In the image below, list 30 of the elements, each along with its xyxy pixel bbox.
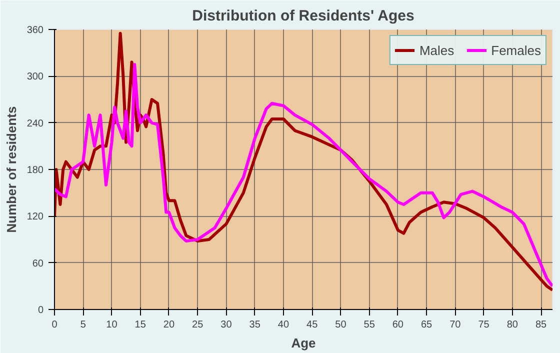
x-tick-label: 0	[52, 320, 58, 330]
x-tick-label: 15	[134, 320, 146, 330]
x-tick-label: 40	[278, 320, 290, 330]
x-tick-label: 20	[163, 320, 175, 330]
x-tick-label: 25	[192, 320, 204, 330]
y-tick-label: 180	[26, 165, 44, 176]
chart-title: Distribution of Residents' Ages	[192, 8, 414, 24]
x-tick-label: 30	[220, 320, 232, 330]
x-tick-label: 55	[364, 320, 376, 330]
y-tick-label: 360	[26, 25, 44, 36]
x-tick-label: 5	[80, 320, 86, 330]
y-tick-label: 300	[26, 72, 44, 83]
y-tick-label: 240	[26, 118, 44, 130]
x-tick-label: 50	[335, 320, 347, 330]
legend-label: Females	[491, 42, 541, 58]
y-tick-label: 120	[26, 212, 44, 223]
x-tick-label: 85	[535, 320, 548, 330]
legend-label: Males	[419, 42, 454, 58]
y-axis-title: Number of residents	[4, 106, 19, 233]
x-tick-label: 65	[421, 320, 433, 330]
x-tick-label: 75	[478, 320, 490, 330]
y-tick-label: 0	[38, 305, 44, 316]
x-axis-title: Age	[291, 336, 316, 350]
x-tick-label: 70	[450, 320, 462, 330]
x-tick-label: 35	[249, 320, 261, 330]
x-tick-label: 45	[306, 320, 318, 330]
x-tick-label: 60	[392, 320, 404, 330]
x-tick-label: 10	[106, 320, 118, 330]
y-tick-label: 60	[32, 258, 44, 270]
x-tick-label: 80	[506, 320, 518, 330]
